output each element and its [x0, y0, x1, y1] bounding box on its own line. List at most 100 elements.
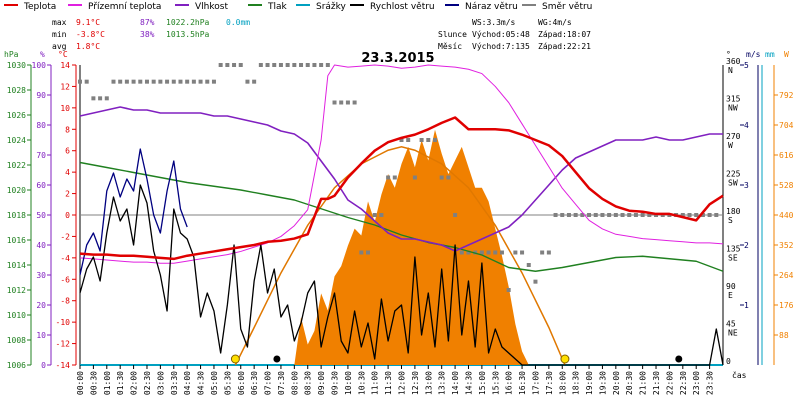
x-axis: 00:00 00:30 01:00 01:30 02:00 02:30 03:00 03:30… [76, 365, 715, 395]
wind-dir-compass-label: N [728, 66, 733, 75]
wind-dir-point [211, 79, 216, 84]
wind-dir-tick-label: 225 [726, 170, 741, 179]
unit-pressure: hPa [4, 50, 19, 59]
x-tick-label: 06:00 [237, 371, 246, 395]
legend-label: Teplota [23, 2, 56, 12]
wind-dir-tick-label: 0 [726, 357, 731, 366]
pressure-tick-label: 1026 [7, 111, 26, 120]
pressure-tick-label: 1020 [7, 186, 26, 195]
humidity-tick-label: 0 [41, 361, 46, 370]
wind-dir-point [84, 79, 89, 84]
temperature-tick-label: -14 [56, 361, 71, 370]
pressure-tick-label: 1022 [7, 161, 26, 170]
moonset-marker [675, 355, 683, 363]
pressure-tick-label: 1028 [7, 86, 26, 95]
wind-dir-point [392, 175, 397, 180]
stats-min-temp: -3.8°C [76, 30, 105, 39]
stats-avg-temp: 1.8°C [76, 42, 100, 51]
wind-dir-point [131, 79, 136, 84]
x-tick-label: 05:30 [223, 371, 232, 395]
wind-dir-point [265, 63, 270, 67]
unit-temperature: °C [58, 50, 68, 59]
x-tick-label: 16:00 [505, 371, 514, 395]
legend-label: Směr větru [542, 2, 592, 12]
wind-dir-point [158, 79, 163, 84]
wind-speed-tick-label: 3 [744, 181, 749, 190]
info-wg: WG:4m/s [538, 18, 572, 27]
x-tick-label: 23:30 [706, 371, 715, 395]
wind-dir-point [185, 79, 190, 84]
wind-dir-point [426, 138, 431, 142]
moonrise-marker [273, 355, 281, 363]
x-tick-label: 13:00 [424, 371, 433, 395]
x-tick-label: 13:30 [438, 371, 447, 395]
wind-dir-tick-label: 270 [726, 132, 741, 141]
x-tick-label: 05:00 [210, 371, 219, 395]
wind-dir-point [573, 213, 578, 217]
wind-dir-point [633, 213, 638, 217]
wind-dir-point [647, 213, 652, 217]
pressure-tick-label: 1016 [7, 236, 26, 245]
wind-dir-point [700, 213, 705, 217]
wind-dir-point [513, 250, 518, 255]
wind-dir-point [111, 79, 116, 84]
wind-dir-point [91, 96, 96, 101]
wind-dir-point [118, 79, 123, 84]
wind-dir-point [312, 63, 317, 67]
wind-dir-point [466, 250, 471, 255]
x-tick-label: 09:30 [331, 371, 340, 395]
stats-max-pres: 1022.2hPa [166, 18, 210, 27]
sunset-marker [560, 354, 570, 364]
wind-dir-point [151, 79, 156, 84]
wind-dir-point [459, 250, 464, 255]
wind-dir-point [399, 138, 404, 142]
wind-dir-point [178, 79, 183, 84]
wind-dir-point [560, 213, 565, 217]
stats-avg-label: avg [52, 42, 67, 51]
series-humidity-line [79, 106, 723, 252]
wind-dir-point [600, 213, 605, 217]
x-tick-label: 19:30 [598, 371, 607, 395]
wind-dir-point [526, 263, 531, 267]
x-axis-label: čas [732, 370, 747, 380]
info-sun-set: Západ:18:07 [538, 30, 591, 39]
x-tick-label: 08:30 [304, 371, 313, 395]
wind-dir-point [593, 213, 598, 217]
pressure-tick-label: 1030 [7, 61, 26, 70]
x-tick-label: 03:30 [170, 371, 179, 395]
wind-dir-point [533, 279, 538, 284]
wind-dir-tick-label: 360 [726, 57, 741, 66]
wind-dir-point [104, 96, 109, 101]
temperature-tick-label: -2 [60, 232, 70, 241]
x-tick-label: 12:30 [411, 371, 420, 395]
series-solar-area [294, 129, 529, 365]
wind-dir-point [305, 63, 310, 67]
x-tick-label: 14:30 [464, 371, 473, 395]
legend: Teplota Přízemní teplota Vlhkost Tlak Srážky… [4, 2, 592, 12]
x-tick-label: 20:00 [612, 371, 621, 395]
x-tick-label: 17:30 [545, 371, 554, 395]
solar-tick-label: 264 [779, 271, 794, 280]
x-tick-label: 11:30 [384, 371, 393, 395]
sunrise-marker [230, 354, 240, 364]
x-tick-label: 01:00 [103, 371, 112, 395]
legend-label: Přízemní teplota [88, 2, 161, 12]
x-tick-label: 10:00 [344, 371, 353, 395]
wind-dir-point [232, 63, 237, 67]
wind-dir-point [446, 175, 451, 180]
humidity-tick-label: 10 [36, 331, 46, 340]
wind-dir-compass-label: W [728, 141, 733, 150]
stats-max-temp: 9.1°C [76, 18, 100, 27]
wind-dir-compass-label: E [728, 291, 733, 300]
temperature-tick-label: 6 [65, 147, 70, 156]
wind-dir-point [171, 79, 176, 84]
temperature-tick-label: 4 [65, 168, 70, 177]
wind-dir-point [627, 213, 632, 217]
temperature-tick-label: 14 [60, 61, 70, 70]
unit-solar: W [784, 50, 789, 59]
info-block: WS:3.3m/s WG:4m/s Slunce Východ:05:48 Zá… [438, 18, 591, 51]
x-tick-label: 19:00 [585, 371, 594, 395]
humidity-tick-label: 80 [36, 121, 46, 130]
unit-humidity: % [40, 50, 45, 59]
